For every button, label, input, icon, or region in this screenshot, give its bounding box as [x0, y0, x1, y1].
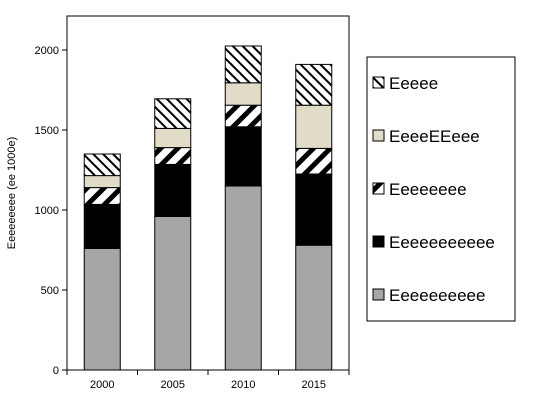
y-axis-label: Eeeeeeeee (ee 1000e): [6, 137, 18, 250]
legend-swatch: [372, 288, 385, 301]
bar-segment-2-2015: [295, 173, 333, 246]
x-tick-label: 2000: [90, 379, 114, 391]
x-tick-label: 2015: [302, 379, 326, 391]
bar-segment-4-2010: [224, 82, 262, 106]
x-tick-label: 2010: [231, 379, 255, 391]
bar-segment-3-2010: [224, 104, 262, 128]
y-tick-label: 1000: [35, 205, 59, 217]
y-tick-label: 1500: [35, 125, 59, 137]
legend: Eeeee EeeeEEeee Eeeeeeee Eeeeeeeeeee Eeeeeee…: [372, 74, 495, 305]
bar-segment-2-2005: [154, 163, 192, 217]
legend-label: Eeeeeeeeeee: [389, 233, 495, 252]
legend-swatch: [372, 129, 385, 142]
bar-segment-2-2010: [224, 126, 262, 187]
y-tick-label: 2000: [35, 45, 59, 57]
y-axis: 0 500 1000 1500 2000: [35, 45, 67, 377]
legend-swatch: [372, 182, 385, 195]
bar-segment-5-2015: [295, 63, 333, 106]
bar-segment-4-2015: [295, 104, 333, 149]
legend-label: Eeeeeeeeee: [389, 286, 485, 305]
bar-segment-1-2005: [154, 215, 192, 371]
bar-segment-4-2000: [83, 175, 121, 189]
bar-segment-1-2015: [295, 244, 333, 371]
legend-swatch: [372, 76, 385, 89]
x-axis: 2000 2005 2010 2015: [66, 370, 350, 391]
x-tick-label: 2005: [161, 379, 185, 391]
bar-segment-1-2010: [224, 185, 262, 371]
bar-segment-1-2000: [83, 247, 121, 371]
bar-segment-3-2000: [83, 187, 121, 205]
bar-segment-5-2000: [83, 153, 121, 177]
legend-box: [366, 56, 516, 322]
bar-segment-3-2005: [154, 147, 192, 165]
bar-segment-2-2000: [83, 203, 121, 249]
legend-label: Eeeeeeee: [389, 180, 467, 199]
bar-segment-5-2010: [224, 45, 262, 84]
bar-segment-3-2015: [295, 147, 333, 175]
bars-group: [83, 45, 333, 371]
legend-label: EeeeEEeee: [389, 127, 480, 146]
bar-segment-4-2005: [154, 127, 192, 149]
y-tick-label: 500: [41, 285, 59, 297]
bar-segment-5-2005: [154, 98, 192, 129]
legend-swatch: [372, 235, 385, 248]
y-tick-label: 0: [53, 365, 59, 377]
legend-label: Eeeee: [389, 74, 438, 93]
